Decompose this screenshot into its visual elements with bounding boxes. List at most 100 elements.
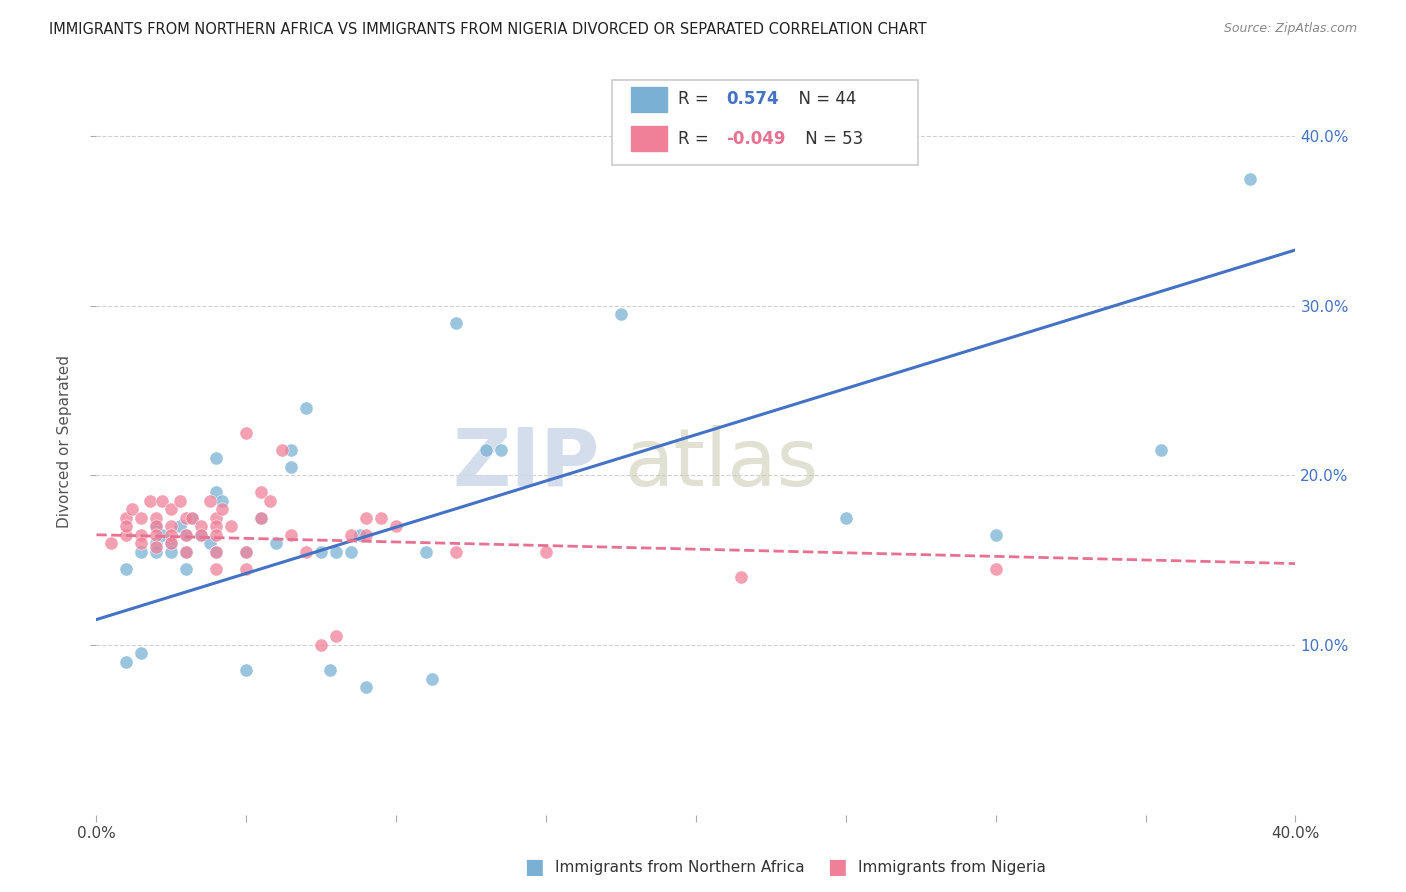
Point	[160, 519, 183, 533]
Point	[370, 511, 392, 525]
Point	[984, 528, 1007, 542]
Point	[205, 519, 228, 533]
Point	[354, 511, 377, 525]
Point	[235, 545, 257, 559]
Point	[835, 511, 858, 525]
Point	[1239, 171, 1261, 186]
Point	[160, 545, 183, 559]
Point	[205, 545, 228, 559]
Point	[415, 545, 437, 559]
Point	[354, 528, 377, 542]
Point	[115, 511, 138, 525]
Point	[205, 451, 228, 466]
Point	[311, 545, 333, 559]
Point	[610, 307, 633, 321]
Point	[295, 545, 318, 559]
FancyBboxPatch shape	[631, 87, 668, 112]
Point	[100, 536, 122, 550]
Point	[145, 519, 167, 533]
Text: N = 44: N = 44	[789, 90, 856, 109]
Point	[152, 493, 174, 508]
Point	[444, 545, 467, 559]
Point	[115, 562, 138, 576]
Point	[280, 528, 302, 542]
Point	[211, 502, 233, 516]
Point	[176, 528, 198, 542]
Point	[145, 540, 167, 554]
Point	[340, 528, 363, 542]
Point	[131, 545, 153, 559]
Point	[160, 528, 183, 542]
Point	[280, 459, 302, 474]
Text: 0.574: 0.574	[725, 90, 779, 109]
Point	[489, 442, 512, 457]
Text: R =: R =	[678, 129, 714, 148]
Point	[190, 528, 212, 542]
Point	[984, 562, 1007, 576]
Point	[160, 502, 183, 516]
Point	[200, 536, 222, 550]
Point	[169, 493, 191, 508]
Point	[295, 401, 318, 415]
Point	[325, 545, 347, 559]
Point	[160, 536, 183, 550]
Point	[145, 528, 167, 542]
Text: IMMIGRANTS FROM NORTHERN AFRICA VS IMMIGRANTS FROM NIGERIA DIVORCED OR SEPARATED: IMMIGRANTS FROM NORTHERN AFRICA VS IMMIG…	[49, 22, 927, 37]
Point	[115, 528, 138, 542]
Point	[115, 655, 138, 669]
Text: ■: ■	[524, 857, 544, 877]
Point	[190, 528, 212, 542]
Point	[250, 511, 273, 525]
Point	[139, 493, 162, 508]
Text: atlas: atlas	[624, 425, 818, 503]
Point	[444, 316, 467, 330]
Point	[176, 545, 198, 559]
Point	[205, 485, 228, 500]
Point	[1149, 442, 1171, 457]
Text: ■: ■	[827, 857, 846, 877]
Point	[235, 562, 257, 576]
Point	[169, 519, 191, 533]
Point	[131, 647, 153, 661]
Point	[235, 425, 257, 440]
Point	[205, 511, 228, 525]
Point	[145, 519, 167, 533]
Point	[259, 493, 281, 508]
Point	[235, 545, 257, 559]
Point	[420, 672, 443, 686]
Point	[160, 536, 183, 550]
Text: Immigrants from Northern Africa: Immigrants from Northern Africa	[555, 860, 806, 874]
Text: ZIP: ZIP	[453, 425, 600, 503]
Point	[221, 519, 243, 533]
Point	[354, 681, 377, 695]
Point	[145, 545, 167, 559]
Point	[385, 519, 408, 533]
Point	[349, 528, 371, 542]
Point	[205, 545, 228, 559]
Point	[205, 528, 228, 542]
Point	[190, 519, 212, 533]
Point	[176, 562, 198, 576]
Point	[131, 528, 153, 542]
Text: Source: ZipAtlas.com: Source: ZipAtlas.com	[1223, 22, 1357, 36]
Point	[325, 630, 347, 644]
Point	[152, 528, 174, 542]
Point	[176, 511, 198, 525]
Point	[121, 502, 143, 516]
Point	[340, 545, 363, 559]
Point	[145, 536, 167, 550]
Point	[181, 511, 204, 525]
Point	[280, 442, 302, 457]
Text: Immigrants from Nigeria: Immigrants from Nigeria	[858, 860, 1046, 874]
Point	[115, 519, 138, 533]
Text: R =: R =	[678, 90, 714, 109]
FancyBboxPatch shape	[612, 79, 918, 166]
Point	[211, 493, 233, 508]
Point	[131, 511, 153, 525]
Point	[200, 493, 222, 508]
Point	[266, 536, 288, 550]
Text: -0.049: -0.049	[725, 129, 786, 148]
Point	[145, 511, 167, 525]
Text: N = 53: N = 53	[800, 129, 863, 148]
Point	[475, 442, 498, 457]
